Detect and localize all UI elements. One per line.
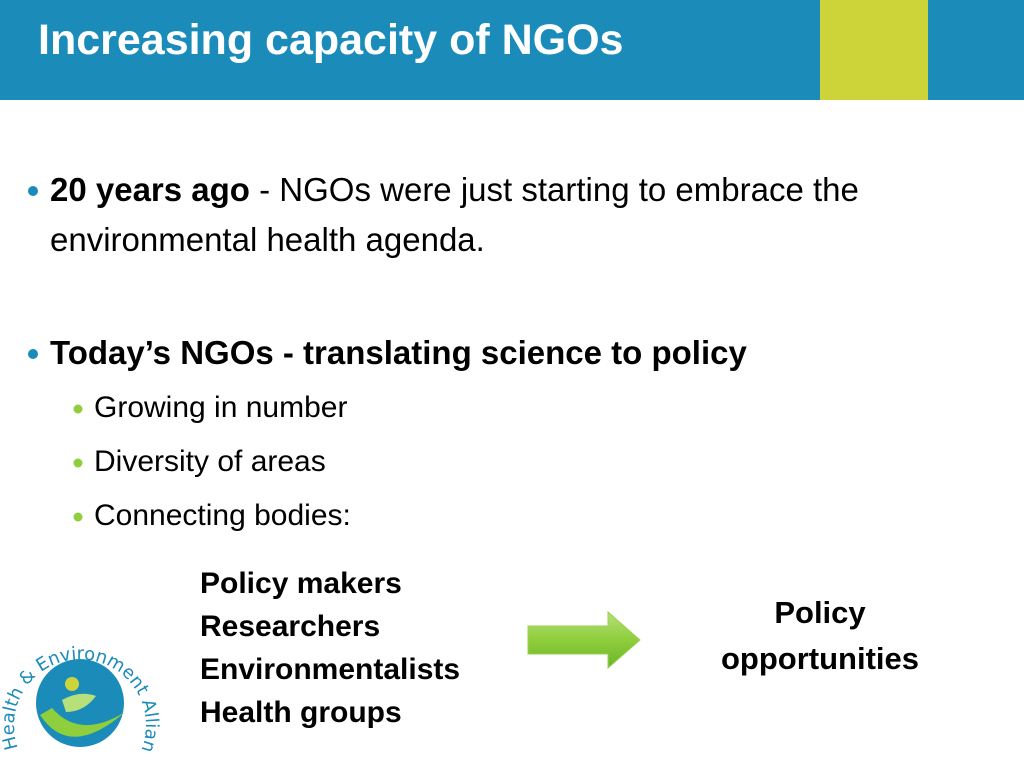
logo: Health & Environment Alliance bbox=[0, 0, 162, 755]
slide-title: Increasing capacity of NGOs bbox=[38, 16, 624, 64]
group-label: Environmentalists bbox=[200, 653, 461, 686]
bullet bbox=[28, 349, 38, 359]
logo-text-path: Health & Environment Alliance bbox=[0, 0, 162, 755]
sub-bullet bbox=[73, 512, 83, 522]
bullet-text: 20 years ago - NGOs were just starting t… bbox=[50, 165, 990, 265]
logo-dot bbox=[65, 677, 79, 691]
sub-bullet-text: Connecting bodies: bbox=[94, 499, 351, 532]
sub-bullet-text: Growing in number bbox=[94, 391, 348, 424]
logo-figure bbox=[62, 693, 96, 712]
group-label: Policy makers bbox=[200, 567, 402, 600]
arrow bbox=[527, 610, 641, 670]
logo-text: Health & Environment Alliance bbox=[0, 0, 162, 755]
header-accent bbox=[820, 0, 928, 100]
bullet-body: - NGOs were just starting to embrace the… bbox=[50, 171, 859, 258]
bullet-lead: Today’s NGOs - translating science to po… bbox=[50, 334, 747, 371]
sub-bullet bbox=[73, 458, 83, 468]
logo-swoosh bbox=[40, 708, 125, 737]
group-label: Health groups bbox=[200, 696, 402, 729]
sub-bullet-text: Diversity of areas bbox=[94, 445, 326, 478]
outcome: Policy opportunities bbox=[720, 595, 920, 676]
group-label: Researchers bbox=[200, 610, 381, 643]
bullet-lead: 20 years ago bbox=[50, 171, 250, 208]
sub-bullet bbox=[73, 404, 83, 414]
bullet bbox=[28, 186, 38, 196]
